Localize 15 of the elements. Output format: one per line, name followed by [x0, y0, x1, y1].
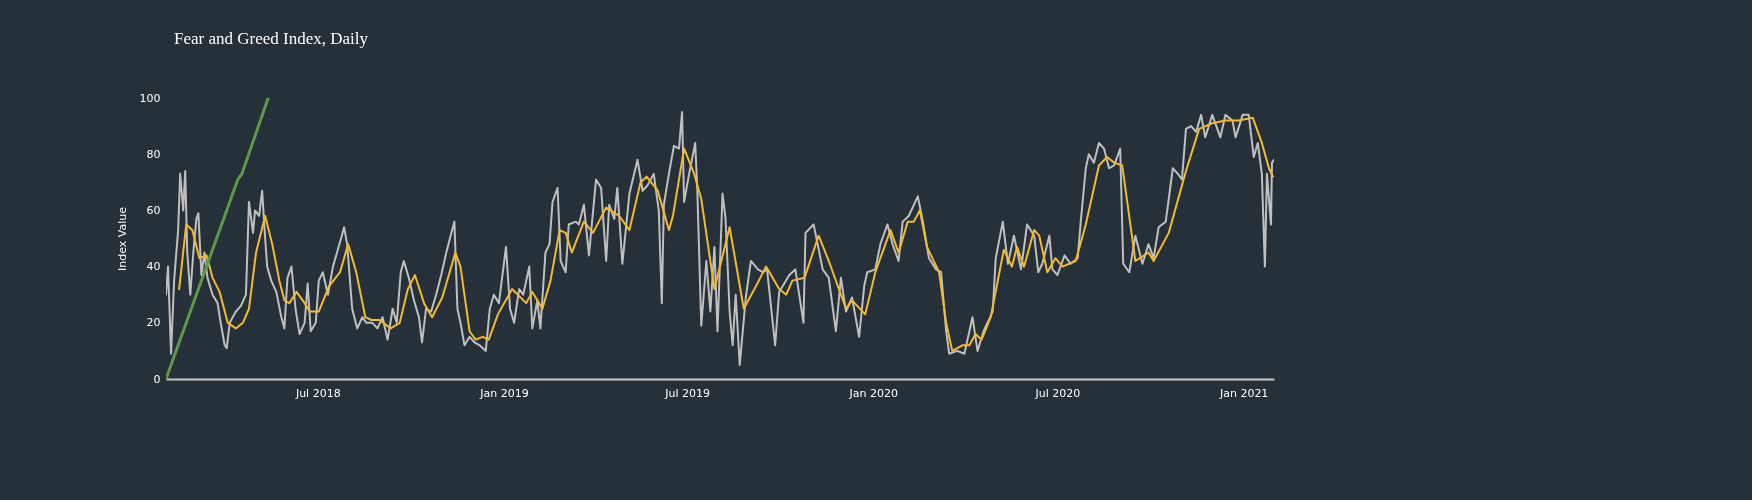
x-tick-label: Jul 2018: [294, 386, 341, 400]
y-tick-label: 40: [146, 260, 161, 274]
y-tick-label: 60: [146, 203, 161, 217]
line-series: [166, 98, 270, 379]
y-tick-label: 100: [139, 91, 161, 105]
x-tick-label: Jan 2021: [1218, 386, 1269, 400]
chart-title: Fear and Greed Index, Daily: [174, 29, 369, 48]
y-tick-label: 20: [146, 316, 161, 330]
x-tick-label: Jan 2020: [848, 386, 899, 400]
y-axis-title: Index Value: [115, 206, 129, 271]
y-tick-label: 0: [153, 372, 161, 386]
x-tick-label: Jul 2019: [664, 386, 710, 400]
x-tick-label: Jul 2020: [1034, 386, 1081, 400]
y-tick-label: 80: [146, 147, 161, 161]
x-tick-label: Jan 2019: [479, 386, 529, 400]
